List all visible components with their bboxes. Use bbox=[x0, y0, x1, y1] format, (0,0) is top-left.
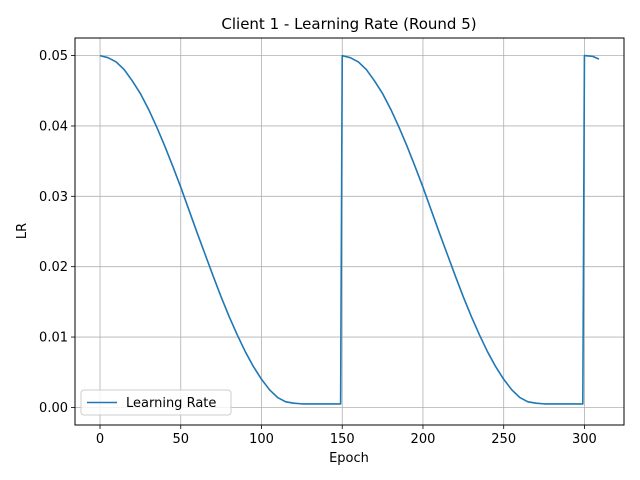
y-axis-label: LR bbox=[15, 223, 30, 239]
plot-area bbox=[99, 54, 600, 405]
y-tick-label: 0.01 bbox=[39, 331, 68, 346]
x-axis-label: Epoch bbox=[329, 451, 369, 466]
x-tick-label: 200 bbox=[411, 432, 436, 447]
x-tick-label: 0 bbox=[96, 432, 104, 447]
x-tick-label: 50 bbox=[172, 432, 189, 447]
series-line-learning-rate bbox=[99, 54, 600, 405]
y-tick-label: 0.04 bbox=[39, 119, 68, 134]
x-tick-label: 300 bbox=[572, 432, 597, 447]
x-tick-label: 150 bbox=[330, 432, 355, 447]
y-ticks: 0.00 0.01 0.02 0.03 0.04 0.05 bbox=[39, 49, 75, 416]
chart-title: Client 1 - Learning Rate (Round 5) bbox=[221, 15, 476, 33]
x-tick-label: 100 bbox=[249, 432, 274, 447]
y-tick-label: 0.02 bbox=[39, 260, 68, 275]
legend: Learning Rate bbox=[80, 389, 232, 416]
x-ticks: 0 50 100 150 200 250 300 bbox=[96, 425, 597, 447]
y-tick-label: 0.03 bbox=[39, 190, 68, 205]
legend-box bbox=[80, 389, 232, 416]
axes-frame bbox=[74, 37, 625, 426]
y-tick-label: 0.00 bbox=[39, 401, 68, 416]
legend-label: Learning Rate bbox=[126, 396, 216, 411]
y-tick-label: 0.05 bbox=[39, 49, 68, 64]
x-tick-label: 250 bbox=[491, 432, 516, 447]
